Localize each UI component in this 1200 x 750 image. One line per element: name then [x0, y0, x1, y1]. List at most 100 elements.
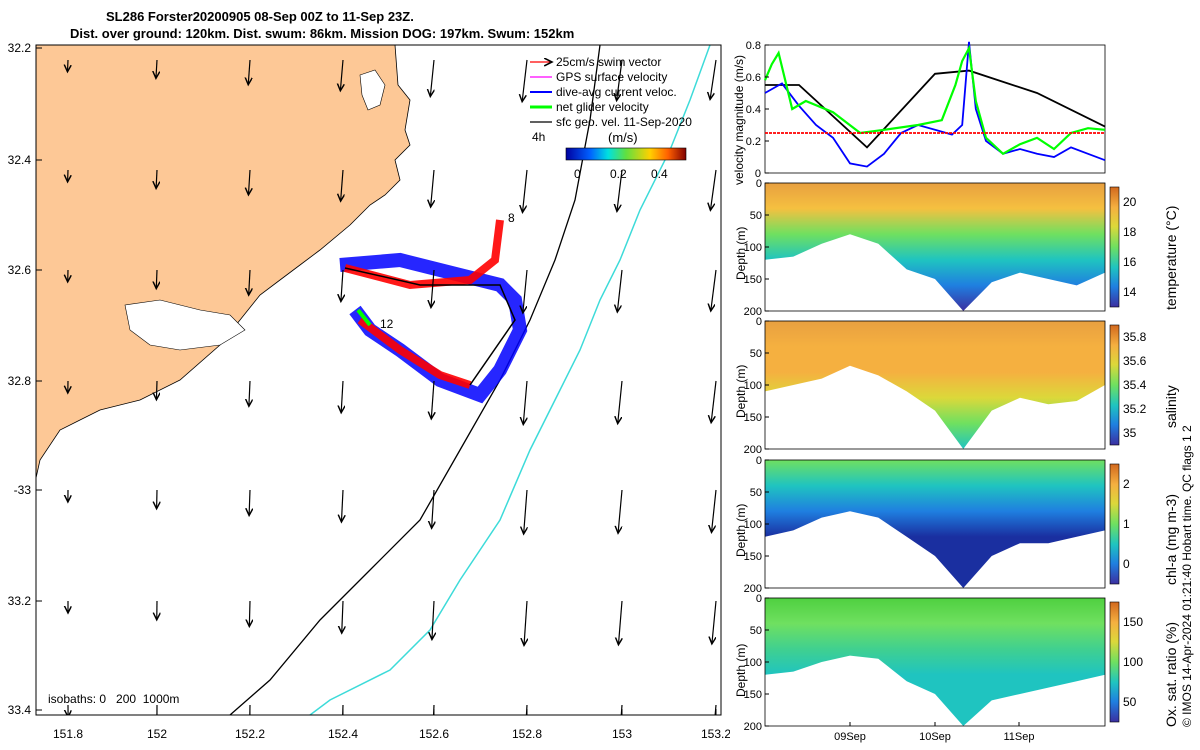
geo-arrow: [248, 169, 250, 195]
geo-arrow: [712, 489, 717, 532]
geo-arrow: [249, 489, 250, 515]
map-ytick-label: 32.6: [8, 263, 32, 277]
geo-arrow: [341, 489, 343, 522]
time-axis-ticks: 09Sep 10Sep 11Sep: [834, 722, 1035, 743]
colorbar-tick-04: 0.4: [651, 167, 668, 181]
colorbar-tick-label: 35.6: [1123, 354, 1147, 368]
colorbar-tick-label: 50: [1123, 695, 1137, 709]
depth-tick-label: 200: [744, 444, 762, 456]
isobath-1000m: [308, 45, 711, 715]
title-line-2: Dist. over ground: 120km. Dist. swum: 86…: [70, 26, 575, 41]
temperature-ylabel: Depth (m): [734, 226, 748, 280]
geo-arrow: [249, 269, 250, 295]
heatmap-field: [765, 321, 1105, 449]
depth-tick-label: 0: [756, 593, 762, 605]
salinity-ylabel: Depth (m): [734, 364, 748, 418]
geo-arrow: [620, 704, 623, 715]
geo-arrow: [431, 380, 434, 419]
colorbar-tick-02: 0.2: [610, 167, 627, 181]
legend-net-velocity: net glider velocity: [556, 100, 649, 114]
map-xtick-label: 152.6: [419, 727, 449, 741]
speed-colorbar: [565, 147, 687, 161]
time-tick-label: 09Sep: [834, 731, 866, 743]
coastline-land: [36, 45, 411, 479]
map-xtick-label: 152.8: [512, 727, 542, 741]
colorbar-tick-label: 16: [1123, 255, 1137, 269]
depth-tick-label: 100: [744, 519, 762, 531]
geo-arrow: [341, 269, 343, 301]
colorbar-tick-label: 20: [1123, 195, 1137, 209]
geo-arrow: [156, 59, 157, 78]
geo-arrow: [342, 600, 343, 633]
map-xtick-label: 152: [147, 727, 167, 741]
colorbar: [1109, 186, 1120, 308]
geo-arrow: [248, 59, 250, 85]
time-series-panels: 00.20.40.60.8 05010015020014161820050100…: [744, 40, 1147, 743]
colorbar-tick-label: 35.2: [1123, 402, 1147, 416]
velocity-ylabel: velocity magnitude (m/s): [732, 54, 746, 185]
map-ytick-label: 33.4: [8, 703, 32, 717]
colorbar-tick-label: 0: [1123, 557, 1130, 571]
depth-tick-label: 200: [744, 721, 762, 733]
map-panel: 8 12 151.8 152 152.2 152.4 152.6 152.8 153 153.…: [8, 41, 730, 741]
depth-tick-label: 50: [750, 348, 762, 360]
legend-gps-velocity: GPS surface velocity: [556, 70, 667, 84]
chl-cbar-label: chl-a (mg m-3): [1163, 493, 1179, 585]
depth-tick-label: 150: [744, 412, 762, 424]
depth-tick-label: 150: [744, 689, 762, 701]
salinity-cbar-label: salinity: [1163, 385, 1179, 428]
geo-arrow: [432, 489, 434, 528]
colorbar-tick-label: 100: [1123, 655, 1143, 669]
geo-arrow: [432, 600, 434, 640]
heatmap-field: [765, 460, 1105, 588]
depth-tick-label: 50: [750, 210, 762, 222]
colorbar-tick-label: 18: [1123, 225, 1137, 239]
geo-arrow: [340, 59, 343, 91]
geo-arrow: [710, 169, 717, 210]
depth-tick-label: 100: [744, 657, 762, 669]
geo-arrow: [249, 600, 250, 627]
glider-track: [339, 219, 528, 404]
geo-arrow: [618, 380, 623, 424]
geo-arrow: [617, 169, 623, 211]
depth-tick-label: 150: [744, 274, 762, 286]
colorbar: [1109, 324, 1120, 446]
heatmap-panel-2: 0 50 100 150 200 0 1 2: [744, 455, 1130, 595]
geo-arrow: [522, 59, 528, 102]
geo-arrow: [617, 269, 623, 312]
time-tick-label: 11Sep: [1004, 731, 1035, 743]
map-ytick-label: 33.2: [8, 594, 32, 608]
velocity-series-line: [765, 69, 1106, 149]
colorbar-tick-0: 0: [574, 167, 581, 181]
title-line-1: SL286 Forster20200905 08-Sep 00Z to 11-S…: [106, 9, 414, 24]
map-xtick-label: 151.8: [53, 727, 83, 741]
velocity-ytick-label: 0.2: [746, 136, 761, 148]
depth-tick-label: 0: [756, 455, 762, 467]
velocity-series-line: [763, 44, 1106, 156]
geo-arrow: [712, 600, 717, 644]
colorbar-title: (m/s): [608, 130, 638, 145]
geo-arrow: [341, 169, 343, 201]
map-ytick-label: 32.8: [8, 374, 32, 388]
depth-tick-label: 50: [750, 487, 762, 499]
annotation-8: 8: [508, 211, 515, 225]
chl-ylabel: Depth (m): [734, 503, 748, 557]
legend-sub: 4h: [532, 130, 545, 144]
annotation-12: 12: [380, 317, 394, 331]
map-xtick-label: 152.4: [328, 727, 358, 741]
depth-tick-label: 100: [744, 380, 762, 392]
geo-arrow: [618, 489, 623, 533]
velocity-ytick-label: 0.8: [746, 40, 761, 52]
velocity-ytick-label: 0.4: [746, 104, 761, 116]
geo-arrow: [711, 380, 717, 423]
isobath-label: isobaths: 0 200 1000m: [48, 692, 179, 706]
legend-current-velocity: dive-avg current veloc.: [556, 85, 677, 99]
geo-arrow: [341, 380, 343, 413]
geo-arrow: [431, 269, 434, 307]
geo-arrow: [711, 269, 717, 311]
heatmap-field: [765, 183, 1105, 311]
geo-arrow: [523, 269, 528, 313]
geo-arrow: [156, 169, 157, 189]
geo-arrow: [523, 380, 528, 424]
temperature-cbar-label: temperature (°C): [1163, 205, 1179, 310]
